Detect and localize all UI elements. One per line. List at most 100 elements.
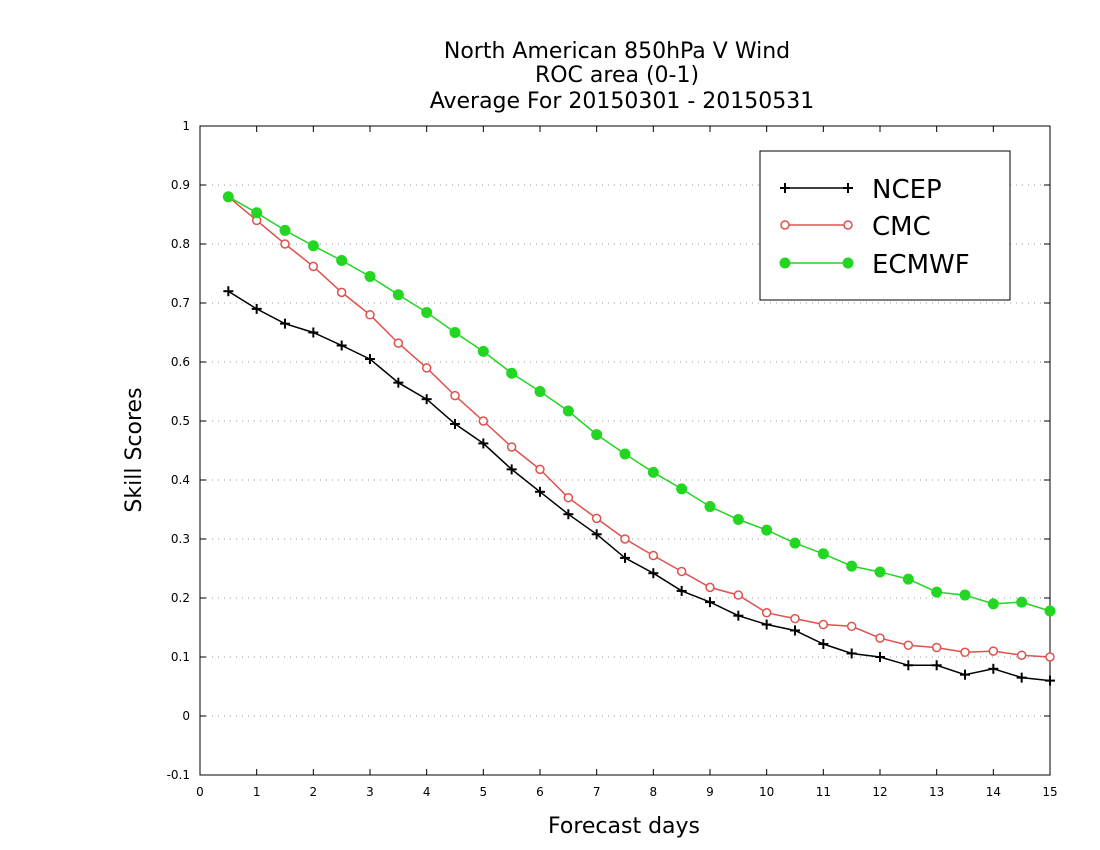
data-point-ncep: [1016, 672, 1027, 683]
data-point-ecmwf: [732, 514, 744, 526]
data-point-cmc: [648, 550, 659, 561]
y-tick-label: 0.6: [171, 355, 190, 369]
data-point-ncep: [506, 464, 517, 475]
series-ecmwf: [222, 191, 1056, 617]
data-point-ecmwf: [251, 207, 263, 219]
data-point-cmc: [1016, 650, 1027, 660]
data-point-cmc: [846, 621, 857, 632]
data-point-ncep: [733, 610, 744, 621]
data-point-ecmwf: [789, 537, 801, 549]
x-tick-label: 11: [816, 785, 831, 799]
data-point-ecmwf: [619, 448, 631, 460]
data-point-ncep: [846, 648, 857, 659]
data-point-ncep: [875, 652, 885, 662]
data-point-ncep: [336, 340, 347, 351]
legend-marker-ncep: [843, 183, 853, 193]
data-point-cmc: [733, 590, 744, 600]
chart-title-line-3: Average For 20150301 - 20150531: [430, 89, 815, 114]
data-point-ncep: [280, 318, 290, 329]
data-point-ecmwf: [364, 270, 376, 282]
x-tick-label: 9: [706, 785, 714, 799]
y-tick-label: 0.2: [171, 591, 190, 605]
y-axis-label: Skill Scores: [122, 387, 147, 512]
chart-title-line-1: North American 850hPa V Wind: [444, 39, 790, 64]
y-tick-label: 0: [182, 709, 190, 723]
y-tick-label: -0.1: [167, 768, 190, 782]
x-tick-label: 4: [423, 785, 431, 799]
data-point-ncep: [535, 486, 545, 497]
series-line-ncep: [227, 290, 1051, 682]
data-point-cmc: [393, 338, 404, 348]
data-point-cmc: [790, 613, 800, 624]
data-point-ncep: [478, 438, 489, 449]
data-point-ecmwf: [676, 483, 688, 495]
data-point-ncep: [676, 585, 687, 596]
data-point-cmc: [450, 390, 460, 401]
x-tick-label: 10: [759, 785, 774, 799]
data-point-cmc: [478, 416, 489, 426]
data-point-ncep: [931, 660, 942, 671]
legend-marker-cmc: [843, 220, 853, 230]
data-point-ncep: [450, 418, 460, 429]
data-point-cmc: [280, 239, 290, 249]
data-point-ecmwf: [222, 191, 234, 203]
data-point-ecmwf: [421, 306, 433, 318]
data-point-ecmwf: [449, 327, 461, 338]
data-point-cmc: [988, 646, 999, 656]
x-tick-label: 15: [1042, 785, 1057, 799]
data-point-ecmwf: [987, 598, 999, 610]
data-point-cmc: [535, 464, 545, 475]
y-tick-label: 0.5: [171, 414, 190, 428]
data-point-cmc: [308, 261, 319, 272]
data-point-ecmwf: [307, 240, 319, 252]
data-point-ncep: [960, 669, 970, 680]
data-point-cmc: [421, 363, 432, 373]
series-cmc: [223, 192, 1055, 662]
data-point-ecmwf: [279, 224, 291, 236]
data-point-ncep: [393, 377, 404, 388]
x-tick-label: 7: [593, 785, 601, 799]
data-point-cmc: [960, 647, 970, 658]
data-point-ncep: [648, 568, 659, 579]
data-point-cmc: [563, 492, 574, 503]
data-point-ecmwf: [477, 345, 489, 357]
y-tick-label: 0.3: [171, 532, 190, 546]
data-point-ncep: [251, 303, 262, 314]
data-point-ecmwf: [902, 573, 914, 585]
x-tick-label: 0: [196, 785, 204, 799]
data-point-ncep: [620, 552, 630, 563]
data-point-ecmwf: [959, 589, 971, 601]
data-point-ecmwf: [846, 560, 858, 572]
legend-label-ncep: NCEP: [872, 175, 942, 205]
legend: NCEP CMC ECMWF: [759, 150, 1011, 301]
data-point-ecmwf: [562, 405, 574, 417]
data-point-ecmwf: [931, 586, 943, 598]
data-point-ncep: [421, 394, 432, 405]
data-point-ecmwf: [1044, 605, 1056, 617]
data-point-cmc: [875, 633, 885, 643]
y-tick-label: 0.4: [171, 473, 190, 487]
data-point-ecmwf: [506, 367, 518, 379]
x-tick-label: 13: [929, 785, 944, 799]
data-point-ncep: [563, 509, 574, 520]
legend-swatch-cmc: [780, 220, 853, 230]
legend-swatch-ecmwf: [779, 257, 854, 269]
data-point-cmc: [620, 534, 630, 544]
data-point-cmc: [336, 287, 347, 298]
data-point-ecmwf: [336, 255, 348, 267]
chart-title-line-2: ROC area (0-1): [535, 63, 699, 88]
y-tick-label: 0.8: [171, 237, 190, 251]
x-tick-label: 12: [872, 785, 887, 799]
legend-marker-ncep: [780, 183, 790, 193]
data-point-ecmwf: [817, 548, 829, 560]
x-tick-label: 2: [310, 785, 318, 799]
y-tick-label: 0.7: [171, 296, 190, 310]
data-point-ncep: [223, 286, 234, 297]
data-point-cmc: [1045, 652, 1055, 662]
data-point-ncep: [818, 639, 829, 650]
x-tick-label: 3: [366, 785, 374, 799]
data-point-ncep: [365, 354, 375, 365]
legend-swatch-ncep: [780, 183, 853, 193]
